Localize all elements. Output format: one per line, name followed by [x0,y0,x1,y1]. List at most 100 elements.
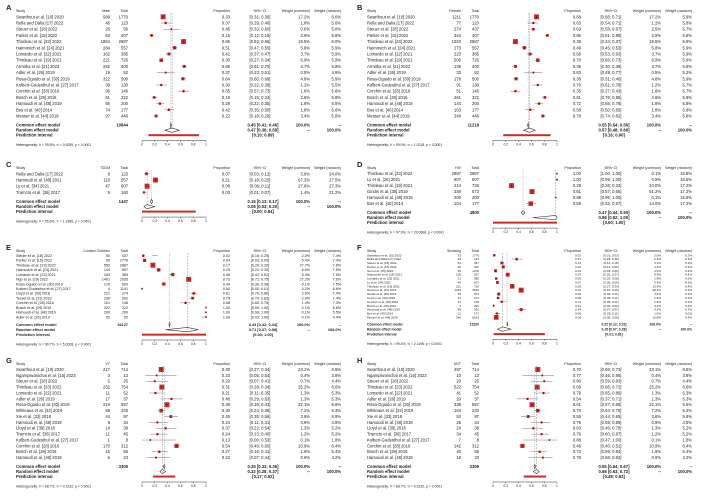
study-ci: [0.11; 0.18] [604,261,619,265]
study-proportion: 0.70 [573,408,582,413]
header-events: VT [105,362,110,366]
common-effect-label: Common effect model [16,464,60,469]
study-total: 1770 [472,253,479,257]
header-events: T2DM [100,166,110,170]
study-weight-random: 24.0% [329,171,341,176]
random-weight-random: 100.0% [678,215,692,220]
study-weight-random: 5.5% [331,82,341,87]
study-name: Thirdeau et al. [23] 2022 [367,171,413,176]
study-weight-common: 1.6% [654,300,661,304]
study-point [523,46,525,49]
study-name: Lloyd et al. [39] 2018 [16,426,56,431]
study-name: Hamoudi et al. [48] 2019 [367,195,413,200]
pooled-total: 10844 [116,123,128,128]
study-events: 1 [108,437,111,442]
study-weight-common: 1.6% [651,449,661,454]
random-weight-random: 100.0% [681,327,693,331]
study-events: 90 [106,254,110,258]
header-ci: 95%−CI [254,9,267,13]
study-point [531,403,533,406]
study-name: Swarthout et al. [10] 2020 [367,253,402,257]
study-events: 221 [456,284,461,288]
study-name: Corchin et al. [28] 2016 [16,443,60,448]
random-weight-random: 100.0% [678,469,692,474]
study-weight-common: 3.7% [651,51,661,56]
study-events: 222 [104,292,110,296]
study-total: 23 [123,455,128,460]
panel-letter: D [357,160,363,169]
header-events: Female [449,9,461,13]
study-proportion: 0.30 [222,82,231,87]
study-weight-random: 5.9% [331,76,341,81]
study-ci: [0.05; 0.09] [603,280,618,284]
study-name: Bosch et al. [29] 2016 [367,449,408,454]
study-name: Thirdeau et al. [23] 2022 [16,39,62,44]
header-total: Total [471,9,479,13]
study-proportion: 0.63 [573,426,582,431]
pooled-total: 12320 [470,322,480,326]
study-name: Parker et al. [15] 2022 [16,33,58,38]
random-effect-row: Random effect model 0.08 [0.03; 0.20] -- 10… [16,204,341,210]
x-axis-tick-label: 0 [492,341,494,345]
common-effect-diamond [168,321,171,328]
study-weight-random: 4.4% [331,379,341,384]
study-point [156,421,158,424]
study-weight-random: 7.4% [333,296,342,300]
study-total: 130 [472,82,480,87]
study-ci: [0.76; 0.85] [601,95,622,100]
header-study: Study [367,9,376,13]
study-weight-common: 0.9% [300,420,310,425]
header-weight-common: Weight (common) [282,249,310,253]
study-weight-common: 3.4% [300,113,310,118]
study-weight-random: 5.3% [682,390,692,395]
study-row: Thirdeau et al. [19] 2021 221 726 0.30 [0.27… [16,58,341,63]
study-weight-common: 0.1% [302,306,311,310]
study-row: Ngampiwanichai et al. [16] 2023 3 13 0.23 [0… [16,373,341,378]
common-effect-label: Common effect model [367,123,411,128]
study-weight-random: 5.9% [331,64,341,69]
study-events: 56 [105,101,110,106]
study-events: 5 [108,455,111,460]
study-events: 91 [456,82,461,87]
study-ci: [0.05; 0.54] [250,373,271,378]
study-weight-common: 0.1% [302,315,311,319]
study-events: 262 [103,64,111,69]
common-effect-label: Common effect model [16,322,57,327]
study-name: Sun et al. [25] 2022 [367,269,393,273]
study-ci: [0.22; 0.39] [250,82,271,87]
study-events: 20 [456,396,461,401]
study-proportion: 0.26 [223,268,230,272]
study-point [176,444,177,447]
study-weight-random: 6.6% [682,385,692,390]
study-weight-random: 5.6% [331,20,341,25]
panel-a: A Study Male Total Proportion 95%−CI Weight (c… [6,3,342,147]
study-name: Rella and Dalia [17] 2022 [367,257,401,261]
study-events: 18 [456,455,461,460]
study-ci: [0.60; 0.69] [250,76,271,81]
study-proportion: 0.48 [223,273,230,277]
study-point [543,392,544,394]
study-weight-random: 5.4% [682,449,692,454]
study-row: Kolbert-Gudesthul et al. [27] 2017 39 130 0… [16,82,341,87]
study-total: 437 [472,27,480,32]
random-weight-common: -- [307,128,310,133]
study-proportion: 0.33 [222,14,231,19]
study-row: Tramcto et al. [36] 2017 34 45 0.76 [0.60; 0… [367,432,692,437]
study-ci: [0.30; 0.38] [251,282,269,286]
study-ci: [0.98; 1.00] [251,311,269,315]
study-total: 557 [121,177,129,182]
x-axis-tick-label: 0 [492,484,494,488]
random-weight-random: 100.0% [327,128,341,133]
study-proportion: 0.36 [573,76,582,81]
x-axis-tick-label: 0.8 [191,219,196,223]
study-weight-random: 5.7% [682,82,692,87]
study-name: Haimovich et al. [24] 2021 [16,45,65,50]
study-weight-common: 0.5% [651,70,661,75]
study-point [155,456,157,459]
study-events: 164 [454,408,462,413]
study-name: Corchin et al. [28] 2016 [367,300,399,304]
study-proportion: 0.37 [575,257,581,261]
study-weight-common: 3.6% [651,414,661,419]
study-weight-random: 5.9% [682,76,692,81]
prediction-interval-value: [0.01; 0.81] [605,332,623,336]
